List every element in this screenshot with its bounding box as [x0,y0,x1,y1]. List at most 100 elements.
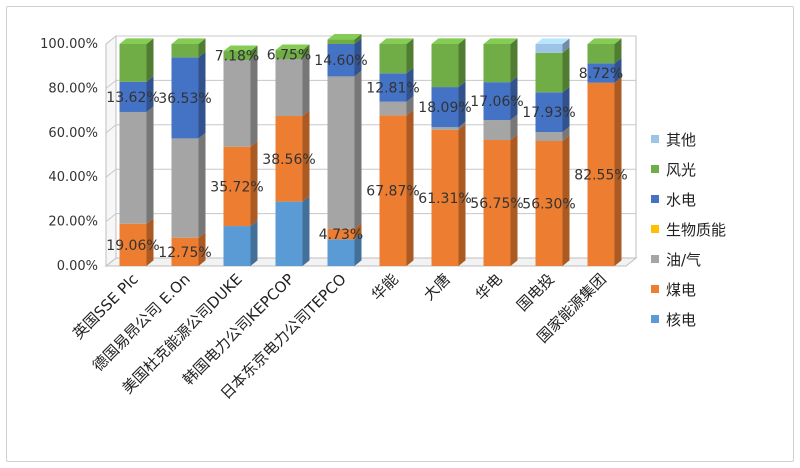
bar-segment-side [354,33,362,44]
bar-segment-side [614,38,622,64]
data-label: 17.06% [470,94,523,110]
data-label: 61.31% [418,191,471,207]
bar-segment [431,44,459,88]
bar-segment-side [406,38,414,74]
data-label: 12.75% [158,245,211,261]
category-label: 德国易昂公司 E.On [89,270,194,375]
bar-segment-side [562,135,570,266]
bar-segment [171,44,199,58]
bar-segment [171,237,199,266]
legend-swatch [651,165,659,173]
bar-segment-side [614,57,622,83]
data-label: 38.56% [262,152,315,168]
category-label: 华能 [368,270,402,304]
bar-top-face [535,38,570,44]
bar-segment-side [198,51,206,139]
legend-swatch [651,285,659,293]
legend-swatch [651,315,659,323]
bar-segment-side [458,124,466,266]
bar-segment-side [562,47,570,93]
bar-segment [587,44,615,64]
bar-segment-side [302,44,310,59]
bar-top-face [119,38,154,44]
bar-segment-side [250,54,258,147]
bar-segment-side [510,134,518,266]
bar-segment [275,58,303,117]
bar-segment [119,81,147,112]
category-label: 国电投 [513,270,558,315]
bar-segment-side [458,121,466,130]
bar-segment [171,57,199,139]
legend-label: 水电 [666,191,696,209]
legend-swatch [651,225,659,233]
bar-segment-side [146,106,154,224]
data-label: 19.06% [106,238,159,254]
bar-segment-side [510,38,518,83]
data-label: 7.18% [215,48,259,64]
data-label: 56.75% [470,196,523,212]
bar-segment [535,132,563,142]
bar-segment [483,140,511,266]
data-label: 13.62% [106,90,159,106]
bar-segment-side [458,38,466,88]
bar-segment [379,101,407,116]
legend-swatch [651,195,659,203]
bar-segment [535,92,563,133]
bar-segment-side [250,141,258,227]
bar-top-face [223,45,258,52]
bar-segment-side [406,109,414,266]
bar-segment [535,52,563,93]
y-tick-label: 100.00% [40,37,98,52]
plot-side-wall [105,34,117,268]
legend-label: 核电 [666,311,696,329]
bar-segment [327,39,355,44]
y-tick-label: 0.00% [57,259,98,274]
data-label: 12.81% [366,81,419,97]
legend-swatch [651,255,659,263]
bar-segment [431,129,459,266]
bar-segment-side [406,96,414,116]
bar-segment [223,146,251,227]
bar-segment-side [146,38,154,82]
bar-segment [483,82,511,121]
bar-segment-side [146,76,154,112]
data-label: 8.72% [579,66,623,82]
y-tick-label: 60.00% [48,126,98,141]
data-label: 14.60% [314,53,367,69]
bar-segment-side [354,70,362,229]
bar-segment [587,63,615,83]
bar-segment [327,239,355,266]
bar-segment [327,44,355,77]
bar-segment-side [198,132,206,238]
data-label: 6.75% [267,48,311,64]
bar-segment [275,201,303,266]
bar-segment [327,228,355,240]
data-label: 56.30% [522,197,575,213]
bar-segment-side [406,67,414,102]
bar-segment [275,50,303,59]
gridline [105,35,636,45]
legend-label: 油/气 [666,251,701,269]
bar-segment [275,116,303,202]
bar-segment [119,223,147,266]
bar-segment-side [510,114,518,141]
legend-label: 煤电 [666,281,696,299]
bar-top-face [431,38,466,44]
bar-segment-side [458,81,466,128]
data-label: 82.55% [574,167,627,183]
bar-segment-side [250,45,258,60]
bar-segment-side [198,232,206,266]
bar-segment-side [146,218,154,266]
y-tick-label: 20.00% [48,215,98,230]
bar-segment-side [614,77,622,266]
bar-segment-side [562,126,570,142]
bar-segment-side [354,38,362,77]
legend-label: 其他 [666,131,696,149]
bar-segment-side [302,110,310,202]
data-label: 67.87% [366,184,419,200]
legend-label: 风光 [666,161,696,179]
data-label: 17.93% [522,105,575,121]
bar-segment [431,87,459,128]
bar-segment [587,82,615,266]
